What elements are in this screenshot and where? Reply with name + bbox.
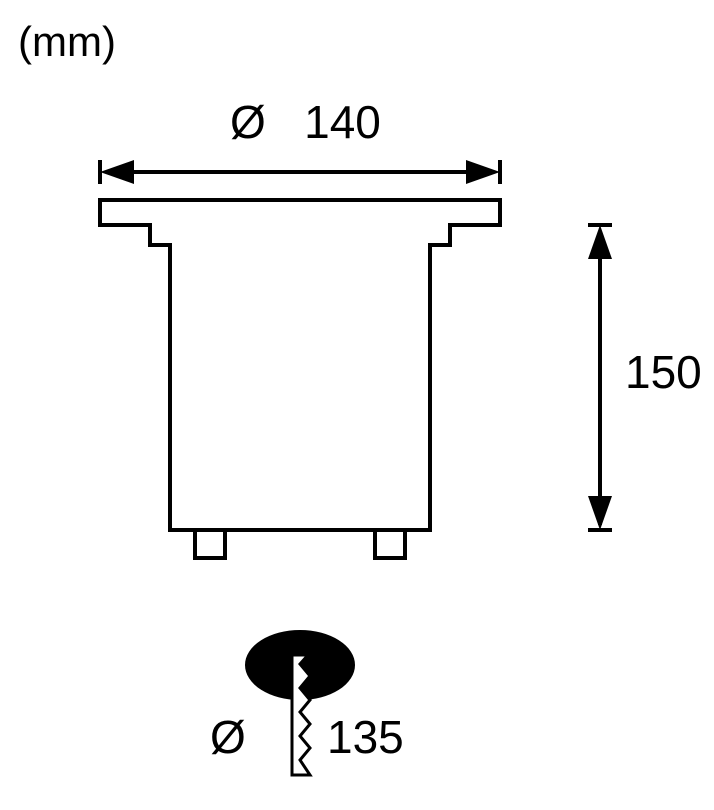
diagram-canvas: (mm) Ø 140 150 Ø 135	[0, 0, 714, 810]
cut-diameter-value: 135	[327, 710, 404, 764]
cut-diameter-symbol: Ø	[210, 710, 246, 764]
cut-icon	[0, 0, 714, 810]
